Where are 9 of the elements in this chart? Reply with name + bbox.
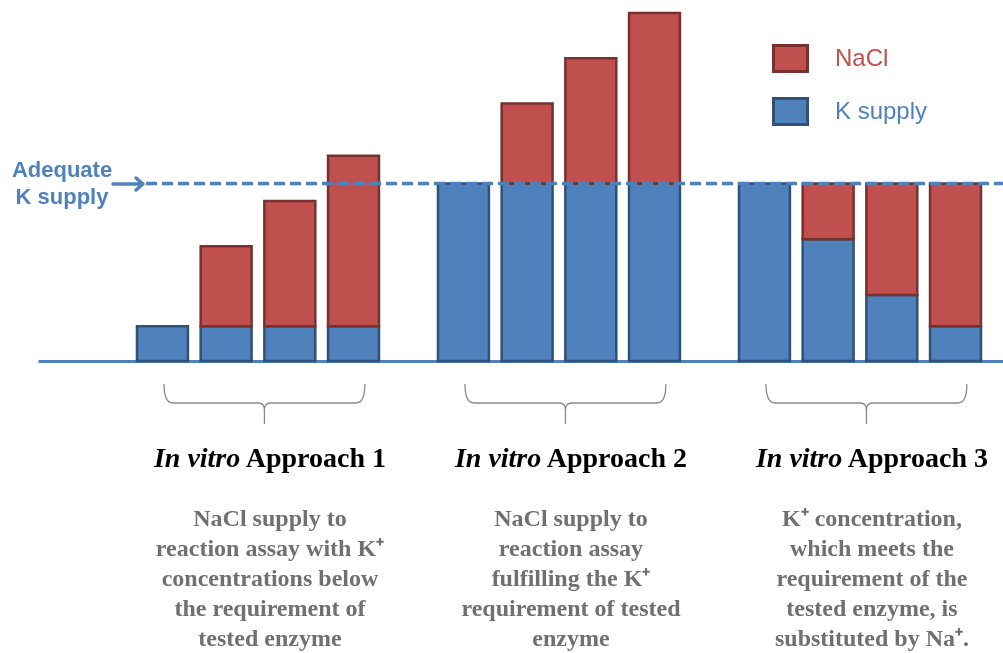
text: K⁺ concentration, which meets the requirement of the tested enzyme, is substituted by Na⁺. — [774, 504, 969, 653]
text: In vitro Approach 1 — [153, 441, 387, 475]
legend-label: K supply — [835, 96, 928, 124]
ref-line-label: Adequate K supply — [11, 157, 113, 210]
text: In vitro Approach 3 — [755, 441, 989, 475]
text: NaCl supply to reaction assay fulfilling the K⁺ requirement of tested enzyme — [461, 504, 681, 653]
legend-label: NaCl — [835, 43, 889, 71]
text: NaCl supply to reaction assay with K⁺ concentrations below the requirement of tested enzyme — [155, 504, 385, 653]
text: In vitro Approach 2 — [454, 441, 688, 475]
